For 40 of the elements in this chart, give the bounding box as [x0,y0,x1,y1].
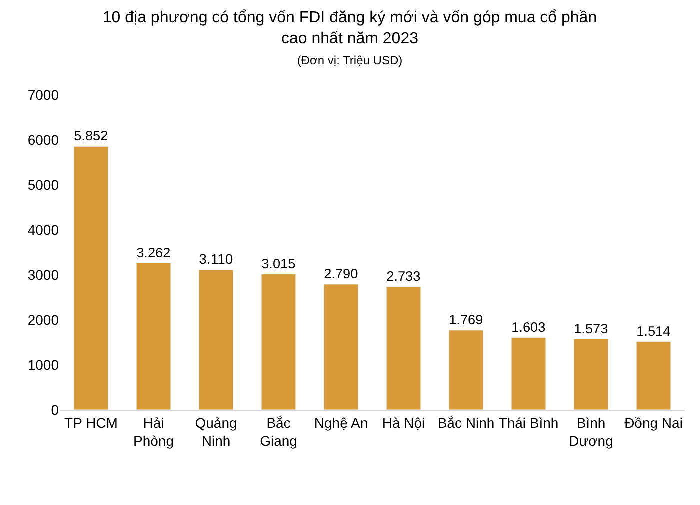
data-label: 3.015 [262,256,296,272]
bar [74,146,109,410]
x-tick-label: Hải Phòng [134,414,174,449]
data-label: 5.852 [74,128,108,144]
x-tick-label: Thái Bình [498,414,559,431]
bar [511,338,546,410]
x-tick-label: Bình Dương [569,414,614,449]
data-label: 3.262 [136,245,171,260]
y-tick-label: 2000 [28,312,60,328]
data-label: 1.573 [574,321,608,336]
bar [136,262,172,410]
bar [261,274,296,410]
y-tick-label: 1000 [28,356,60,373]
bar [636,342,672,410]
bar [324,284,359,410]
bar [198,270,234,410]
data-label: 1.769 [449,312,484,328]
bar [386,286,422,410]
chart-subtitle: (Đơn vị: Triệu USD) [297,53,403,68]
x-tick-label: Đồng Nai [624,414,683,431]
y-tick-label: 5000 [28,176,60,193]
y-tick-label: 0 [51,402,60,418]
y-tick-label: 3000 [28,266,60,283]
x-tick-label: Quảng Ninh [195,414,238,449]
chart-title: 10 địa phương có tổng vốn FDI đăng ký mới và vốn góp mua cổ phần cao nhất năm 2023 [102,10,598,48]
data-label: 1.603 [512,320,546,335]
x-tick-label: Nghệ An [314,414,368,431]
data-label: 1.514 [636,324,672,339]
data-label: 2.790 [324,266,359,282]
bar [574,338,609,410]
y-tick-label: 6000 [28,132,60,148]
data-label: 2.733 [386,269,421,284]
x-tick-label: Bắc Ninh [438,414,495,431]
data-label: 3.110 [199,251,234,268]
y-tick-label: 7000 [28,86,60,103]
bar [448,330,484,410]
x-tick-label: TP HCM [64,414,118,431]
y-tick-label: 4000 [28,222,60,238]
x-tick-label: Hà Nội [382,414,426,431]
x-tick-label: Bắc Giang [260,414,298,449]
